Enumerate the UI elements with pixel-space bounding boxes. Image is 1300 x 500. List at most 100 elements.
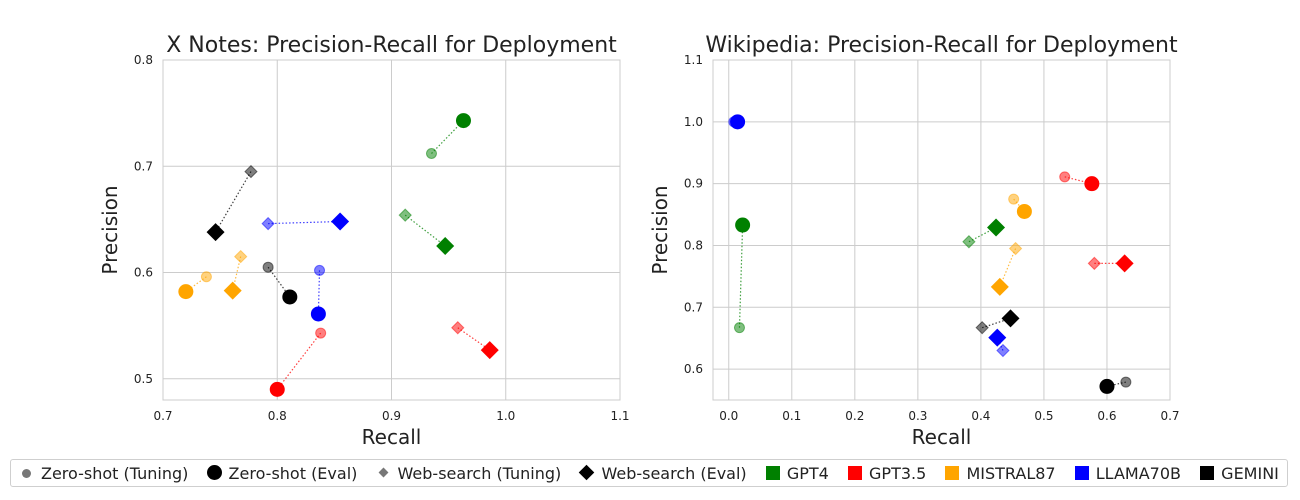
blue-square-icon — [1074, 465, 1090, 481]
wikipedia-panel: 0.0 0.1 0.2 0.3 0.4 0.5 0.6 0.7 0.6 0.7 0.8 0.9 1.0 1… — [648, 33, 1180, 449]
gemini-zero-shot-eval-point — [1099, 378, 1115, 394]
gpt35-zero_shot-connector — [276, 332, 322, 390]
gpt35-web-search-tuning-point — [1087, 256, 1102, 271]
legend-label: MISTRAL87 — [966, 463, 1056, 483]
mistral87-zero-shot-tuning-point — [200, 271, 212, 283]
llama70b-zero-shot-eval-point — [310, 306, 326, 322]
gpt35-web-search-tuning-point — [451, 321, 465, 335]
legend-label: LLAMA70B — [1095, 463, 1181, 483]
x-tick-label: 0.2 — [845, 409, 864, 423]
mistral87-web-search-eval-point — [223, 281, 242, 300]
chart-figure: 0.7 0.8 0.9 1.0 1.1 0.5 0.6 0.7 0.8 X Notes: Prec… — [98, 33, 1180, 449]
y-tick-label: 0.8 — [134, 53, 153, 67]
y-tick-label: 0.5 — [134, 372, 153, 386]
legend-label: GPT3.5 — [869, 463, 927, 483]
llama70b-web_search-connector — [268, 220, 341, 225]
y-axis-label: Precision — [98, 185, 122, 274]
small-circle-icon — [19, 465, 35, 481]
gemini-zero_shot-connector — [267, 266, 291, 298]
gpt4-zero_shot-connector — [738, 225, 744, 328]
x-tick-label: 0.9 — [382, 409, 401, 423]
plot-frame — [162, 59, 621, 401]
y-tick-label: 1.1 — [684, 53, 703, 67]
black-square-icon — [1199, 465, 1215, 481]
legend-item-gpt35: GPT3.5 — [847, 464, 926, 483]
gpt4-web-search-tuning-point — [962, 235, 976, 249]
legend-item-gpt4: GPT4 — [765, 464, 829, 483]
gemini-web_search-connector — [215, 171, 252, 233]
legend-item-zero-shot-eval: Zero-shot (Eval) — [206, 463, 358, 483]
llama70b-web-search-tuning-point — [261, 216, 275, 231]
mistral87-zero-shot-tuning-point — [1008, 193, 1020, 205]
legend-label: Zero-shot (Eval) — [228, 463, 358, 483]
mistral87-zero-shot-eval-point — [1016, 203, 1032, 219]
gemini-zero-shot-eval-point — [282, 289, 298, 305]
chart-title: X Notes: Precision-Recall for Deployment — [166, 33, 617, 58]
mistral87-zero-shot-eval-point — [178, 284, 194, 300]
x-tick-label: 1.1 — [610, 409, 629, 423]
x-tick-label: 0.0 — [719, 409, 738, 423]
x-tick-label: 1.0 — [496, 409, 515, 423]
orange-square-icon — [944, 465, 960, 481]
y-tick-label: 0.7 — [134, 159, 153, 173]
legend-item-web-search-eval: Web-search (Eval) — [579, 464, 747, 483]
gemini-web-search-tuning-point — [244, 164, 258, 179]
small-diamond-icon — [376, 465, 392, 481]
llama70b-zero-shot-eval-point — [730, 114, 746, 130]
legend: Zero-shot (Tuning) Zero-shot (Eval) Web-… — [10, 459, 1288, 487]
x-tick-label: 0.3 — [908, 409, 927, 423]
legend-item-gemini: GEMINI — [1199, 464, 1279, 483]
gpt4-web-search-eval-point — [436, 236, 455, 255]
y-tick-label: 0.6 — [684, 362, 703, 376]
y-tick-label: 0.6 — [134, 266, 153, 280]
gpt4-zero-shot-tuning-point — [733, 322, 745, 334]
legend-label: Zero-shot (Tuning) — [41, 463, 189, 483]
gemini-zero-shot-tuning-point — [262, 261, 274, 273]
gemini-web-search-eval-point — [206, 223, 225, 242]
gemini-web-search-eval-point — [1001, 309, 1020, 328]
mistral87-zero_shot-connector — [1013, 198, 1025, 212]
x-tick-label: 0.7 — [1160, 409, 1179, 423]
green-square-icon — [765, 465, 781, 481]
x-tick-label: 0.4 — [971, 409, 990, 423]
llama70b-web-search-tuning-point — [996, 343, 1010, 358]
x-tick-label: 0.6 — [1097, 409, 1116, 423]
x-axis-label: Recall — [912, 425, 972, 449]
gpt35-web_search-connector — [457, 327, 491, 351]
x-notes-panel: 0.7 0.8 0.9 1.0 1.1 0.5 0.6 0.7 0.8 X Notes: Prec… — [98, 33, 630, 449]
gpt4-web_search-connector — [404, 214, 446, 247]
mistral87-web-search-tuning-point — [233, 249, 248, 264]
x-tick-label: 0.5 — [1034, 409, 1053, 423]
gpt4-web-search-eval-point — [987, 218, 1006, 237]
x-tick-label: 0.8 — [268, 409, 287, 423]
large-circle-icon — [206, 465, 223, 481]
gpt4-zero_shot-connector — [431, 120, 464, 154]
gpt4-zero-shot-tuning-point — [425, 148, 437, 159]
legend-item-web-search-tuning: Web-search (Tuning) — [376, 463, 562, 483]
large-diamond-icon — [579, 464, 595, 481]
red-square-icon — [847, 465, 863, 481]
llama70b-zero-shot-tuning-point — [314, 264, 326, 276]
x-tick-label: 0.1 — [782, 409, 801, 423]
gpt35-zero-shot-eval-point — [1084, 176, 1100, 192]
legend-item-llama70b: LLAMA70B — [1074, 464, 1181, 483]
y-tick-label: 0.8 — [684, 238, 703, 252]
legend-item-mistral87: MISTRAL87 — [944, 463, 1056, 483]
legend-label: GPT4 — [786, 463, 829, 483]
plot-frame — [712, 59, 1171, 401]
legend-item-zero-shot-tuning: Zero-shot (Tuning) — [19, 464, 188, 483]
x-tick-label: 0.7 — [153, 409, 172, 423]
gpt35-zero-shot-tuning-point — [315, 327, 327, 339]
gemini-zero-shot-tuning-point — [1120, 376, 1132, 388]
gpt4-zero-shot-eval-point — [735, 217, 751, 233]
legend-label: GEMINI — [1221, 463, 1279, 483]
mistral87-web-search-tuning-point — [1008, 241, 1023, 256]
legend-label: Web-search (Tuning) — [397, 463, 562, 483]
gpt4-zero-shot-eval-point — [455, 113, 471, 129]
y-tick-label: 0.9 — [684, 177, 703, 191]
chart-title: Wikipedia: Precision-Recall for Deployme… — [705, 33, 1178, 58]
llama70b-web-search-eval-point — [331, 212, 350, 231]
gpt35-zero-shot-eval-point — [269, 381, 285, 397]
y-tick-label: 0.7 — [684, 300, 703, 314]
mistral87-web-search-eval-point — [990, 277, 1009, 296]
